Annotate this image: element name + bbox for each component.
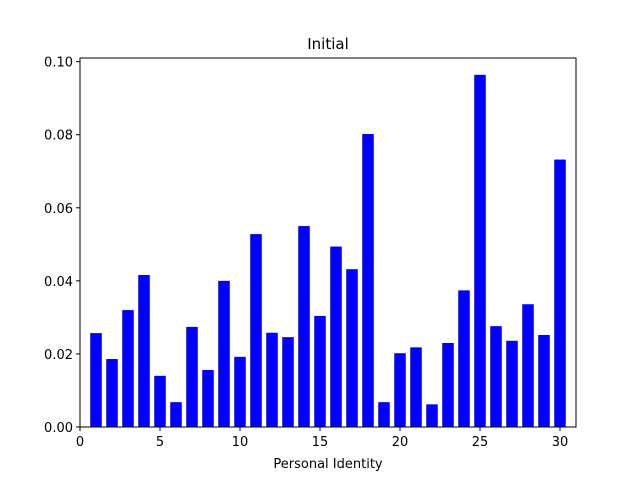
y-axis: 0.00 0.02 0.04 0.06 0.08 0.10 xyxy=(44,56,80,436)
x-tick-label: 20 xyxy=(392,435,409,450)
bar-5 xyxy=(154,375,166,427)
bar-23 xyxy=(442,342,454,427)
bar-13 xyxy=(282,337,294,427)
y-tick-label: 0.04 xyxy=(44,275,73,290)
bar-16 xyxy=(330,246,342,427)
x-tick-label: 25 xyxy=(472,435,489,450)
y-tick-label: 0.08 xyxy=(44,129,73,144)
y-tick-label: 0.00 xyxy=(44,421,73,436)
bar-17 xyxy=(346,269,358,427)
bar-9 xyxy=(218,280,230,427)
y-tick-label: 0.02 xyxy=(44,348,73,363)
bar-10 xyxy=(234,356,246,427)
x-tick-label: 5 xyxy=(156,435,164,450)
bar-15 xyxy=(314,315,326,427)
bar-2 xyxy=(106,359,118,427)
y-tick-label: 0.06 xyxy=(44,202,73,217)
bars-group xyxy=(90,74,566,428)
bar-14 xyxy=(298,226,310,427)
bar-29 xyxy=(538,334,550,427)
bar-3 xyxy=(122,310,134,427)
x-axis-title: Personal Identity xyxy=(273,457,383,472)
bar-18 xyxy=(362,133,374,428)
bar-26 xyxy=(490,326,502,427)
bar-24 xyxy=(458,290,470,427)
bar-25 xyxy=(474,74,486,427)
bar-28 xyxy=(522,304,534,427)
bar-21 xyxy=(410,347,422,427)
bar-30 xyxy=(554,159,566,427)
x-tick-label: 0 xyxy=(76,435,84,450)
plot-frame xyxy=(79,57,577,428)
bar-4 xyxy=(138,275,150,427)
bar-27 xyxy=(506,340,518,427)
bar-7 xyxy=(186,326,198,427)
x-tick-label: 15 xyxy=(312,435,329,450)
x-tick-label: 30 xyxy=(552,435,569,450)
bar-22 xyxy=(426,404,438,427)
bar-11 xyxy=(250,234,262,427)
bar-20 xyxy=(394,353,406,427)
bar-1 xyxy=(90,333,102,427)
x-axis: 0 5 10 15 20 25 30 xyxy=(76,427,568,450)
chart-title: Initial xyxy=(307,35,349,53)
bar-8 xyxy=(202,370,214,427)
bar-12 xyxy=(266,332,278,427)
x-tick-label: 10 xyxy=(232,435,249,450)
bar-19 xyxy=(378,402,390,427)
y-tick-label: 0.10 xyxy=(44,56,73,71)
bar-6 xyxy=(170,402,182,427)
